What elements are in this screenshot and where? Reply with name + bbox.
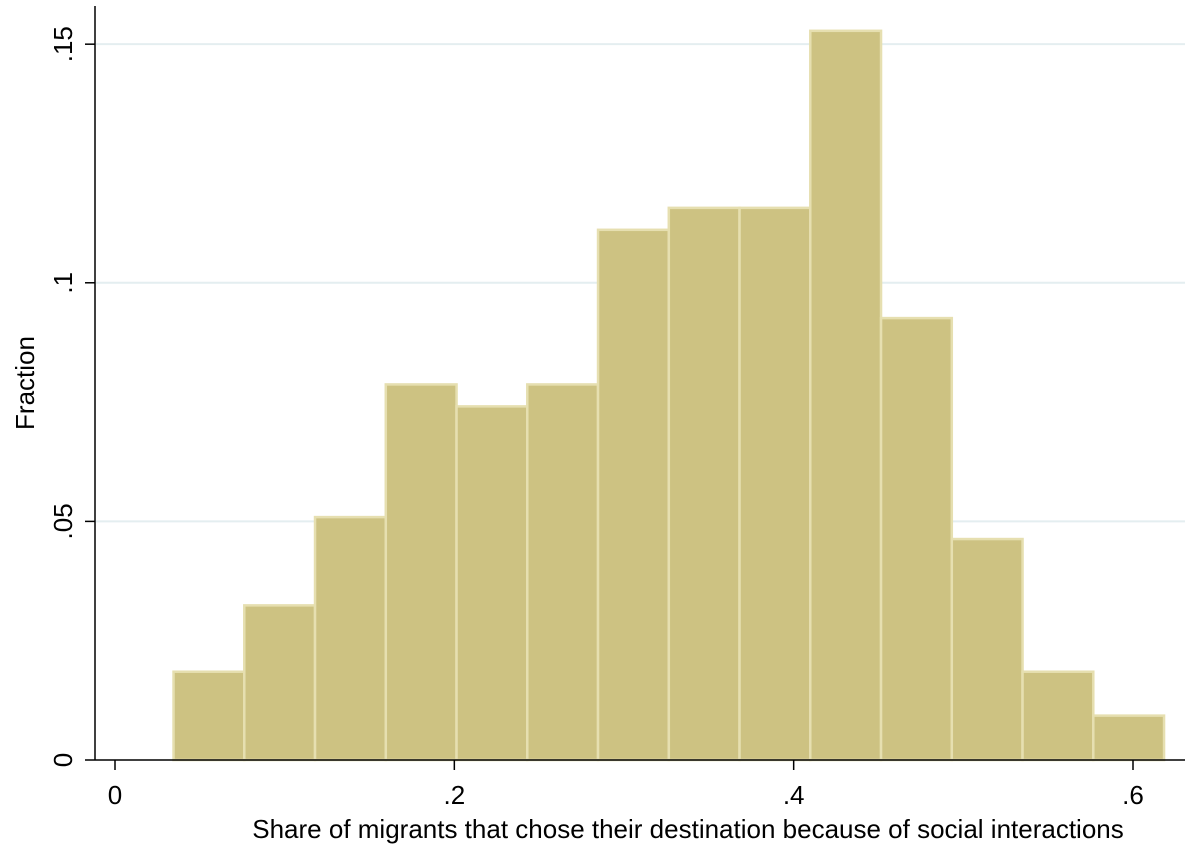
histogram-bar xyxy=(667,206,741,762)
x-tick-label: .2 xyxy=(443,780,465,810)
x-tick-label: .4 xyxy=(783,780,805,810)
y-tick-label: .1 xyxy=(48,272,78,294)
histogram-bar xyxy=(1092,714,1166,762)
x-axis-title: Share of migrants that chose their desti… xyxy=(252,814,1124,844)
histogram-bar xyxy=(384,383,458,762)
x-tick-label: .6 xyxy=(1122,780,1144,810)
axes xyxy=(85,6,1185,770)
y-tick-label: .15 xyxy=(48,26,78,62)
histogram-bar xyxy=(243,604,317,762)
histogram-bar xyxy=(738,206,812,762)
y-tick-label: .05 xyxy=(48,503,78,539)
histogram-bar xyxy=(950,537,1024,762)
histogram-bar xyxy=(809,29,883,762)
histogram-bar xyxy=(879,316,954,762)
histogram-bar xyxy=(455,405,529,762)
histogram-bar xyxy=(526,383,600,762)
histogram-bar xyxy=(596,228,671,762)
histogram-bar xyxy=(1021,670,1095,762)
y-axis-title: Fraction xyxy=(10,336,40,430)
histogram-bar xyxy=(172,670,246,762)
y-tick-label: 0 xyxy=(48,753,78,767)
x-tick-label: 0 xyxy=(108,780,122,810)
histogram-bars xyxy=(172,29,1166,762)
histogram-bar xyxy=(313,515,388,762)
tick-labels: 0 .05 .1 .15 0 .2 .4 .6 xyxy=(48,26,1144,810)
